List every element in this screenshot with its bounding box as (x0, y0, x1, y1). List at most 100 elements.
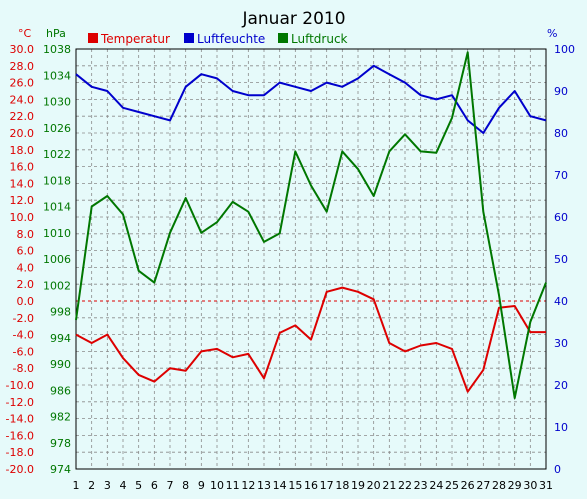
humidity-tick-label: 70 (554, 169, 568, 182)
humidity-tick-label: 20 (554, 379, 568, 392)
x-tick-label: 31 (539, 479, 553, 492)
pressure-tick-label: 982 (50, 411, 71, 424)
temperature-tick-label: 30.0 (10, 43, 35, 56)
temperature-tick-label: -10.0 (6, 379, 34, 392)
legend-swatch-temperatur (88, 33, 98, 43)
temperature-tick-label: 28.0 (10, 60, 35, 73)
temperature-tick-label: -8.0 (13, 362, 34, 375)
temperature-tick-label: 20.0 (10, 127, 35, 140)
x-tick-label: 28 (492, 479, 506, 492)
pressure-tick-label: 1014 (43, 201, 71, 214)
temperature-tick-label: 24.0 (10, 93, 35, 106)
pressure-tick-label: 974 (50, 463, 71, 476)
humidity-tick-label: 40 (554, 295, 568, 308)
x-tick-label: 15 (288, 479, 302, 492)
pressure-tick-label: 990 (50, 358, 71, 371)
x-tick-label: 7 (167, 479, 174, 492)
temperature-tick-label: -16.0 (6, 429, 34, 442)
legend-swatch-luftfeuchte (184, 33, 194, 43)
pressure-axis: 1038 1034 1030 1026 1022 1018 1014 1010 1006 1002… (43, 43, 71, 476)
x-tick-label: 3 (104, 479, 111, 492)
temperature-tick-label: 14.0 (10, 177, 35, 190)
x-tick-label: 5 (135, 479, 142, 492)
x-tick-label: 23 (414, 479, 428, 492)
series-line-luftdruck (75, 51, 547, 400)
legend: Temperatur Luftfeuchte Luftdruck (88, 32, 348, 46)
humidity-tick-label: 30 (554, 337, 568, 350)
x-tick-label: 17 (320, 479, 334, 492)
pressure-tick-label: 1026 (43, 122, 71, 135)
x-axis: 1 2 3 4 5 6 7 8 9 10 11 12 13 14 15 16 17 18 19 20 21 22 23 24 2… (73, 479, 554, 492)
humidity-tick-label: 0 (554, 463, 561, 476)
temperature-tick-label: 16.0 (10, 161, 35, 174)
series-line-temperatur (75, 286, 546, 393)
temperature-tick-label: 2.0 (17, 278, 35, 291)
temperature-unit-label: °C (18, 27, 32, 40)
x-tick-label: 25 (445, 479, 459, 492)
plot-frame (75, 48, 547, 470)
legend-label-luftfeuchte: Luftfeuchte (197, 32, 265, 46)
temperature-tick-label: 26.0 (10, 77, 35, 90)
pressure-tick-label: 1002 (43, 279, 71, 292)
temperature-tick-label: 12.0 (10, 194, 35, 207)
pressure-tick-label: 1030 (43, 96, 71, 109)
series-line-luftfeuchte (75, 64, 547, 134)
humidity-tick-label: 10 (554, 421, 568, 434)
temperature-tick-label: -6.0 (13, 345, 34, 358)
x-tick-label: 30 (523, 479, 537, 492)
humidity-unit-label: % (547, 27, 557, 40)
pressure-tick-label: 1022 (43, 148, 71, 161)
x-tick-label: 12 (241, 479, 255, 492)
x-tick-label: 24 (429, 479, 443, 492)
pressure-tick-label: 1034 (43, 69, 71, 82)
temperature-tick-label: -14.0 (6, 413, 34, 426)
humidity-tick-label: 80 (554, 127, 568, 140)
x-tick-label: 8 (182, 479, 189, 492)
temperature-tick-label: 22.0 (10, 110, 35, 123)
humidity-tick-label: 60 (554, 211, 568, 224)
temperature-tick-label: -12.0 (6, 396, 34, 409)
temperature-tick-label: -20.0 (6, 463, 34, 476)
x-tick-label: 26 (461, 479, 475, 492)
x-tick-label: 14 (273, 479, 287, 492)
x-tick-label: 6 (151, 479, 158, 492)
plot-border (75, 48, 547, 470)
temperature-axis: 30.0 28.0 26.0 24.0 22.0 20.0 18.0 16.0 14.0 12.0… (6, 43, 34, 476)
temperature-tick-label: -18.0 (6, 446, 34, 459)
legend-label-temperatur: Temperatur (100, 32, 170, 46)
pressure-tick-label: 1018 (43, 174, 71, 187)
x-tick-label: 27 (476, 479, 490, 492)
x-tick-label: 9 (198, 479, 205, 492)
humidity-tick-label: 100 (554, 43, 575, 56)
temperature-tick-label: -2.0 (13, 312, 34, 325)
x-tick-label: 22 (398, 479, 412, 492)
temperature-tick-label: 0.0 (17, 295, 35, 308)
x-tick-label: 18 (335, 479, 349, 492)
x-tick-label: 21 (382, 479, 396, 492)
x-tick-label: 1 (73, 479, 80, 492)
x-tick-label: 11 (226, 479, 240, 492)
grid-lines (75, 48, 547, 470)
x-tick-label: 19 (351, 479, 365, 492)
temperature-tick-label: 6.0 (17, 245, 35, 258)
x-tick-label: 13 (257, 479, 271, 492)
humidity-tick-label: 90 (554, 85, 568, 98)
pressure-tick-label: 1010 (43, 227, 71, 240)
temperature-tick-label: 18.0 (10, 144, 35, 157)
pressure-unit-label: hPa (46, 27, 66, 40)
temperature-tick-label: 10.0 (10, 211, 35, 224)
pressure-tick-label: 998 (50, 306, 71, 319)
pressure-tick-label: 994 (50, 332, 71, 345)
x-tick-label: 20 (367, 479, 381, 492)
humidity-tick-label: 50 (554, 253, 568, 266)
x-tick-label: 29 (508, 479, 522, 492)
pressure-tick-label: 1006 (43, 253, 71, 266)
x-tick-label: 10 (210, 479, 224, 492)
legend-label-luftdruck: Luftdruck (291, 32, 348, 46)
temperature-tick-label: 8.0 (17, 228, 35, 241)
legend-swatch-luftdruck (278, 33, 288, 43)
series-lines (75, 51, 547, 400)
chart-title: Januar 2010 (241, 9, 345, 29)
x-tick-label: 2 (88, 479, 95, 492)
